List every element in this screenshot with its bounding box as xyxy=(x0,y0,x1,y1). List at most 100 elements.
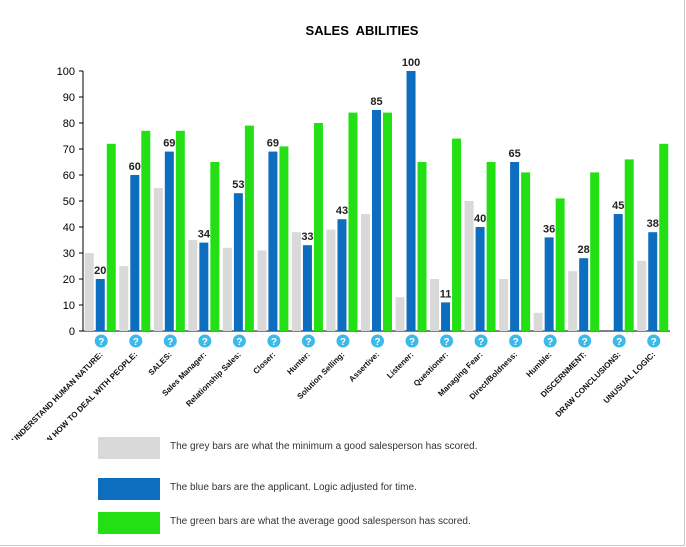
help-question-mark[interactable]: ? xyxy=(582,337,588,348)
category-label: Questioner: xyxy=(412,350,450,388)
legend-item-grey: The grey bars are what the minimum a goo… xyxy=(98,437,658,459)
bar-grey xyxy=(222,247,232,331)
help-circle-icon[interactable] xyxy=(267,334,281,348)
bar-value-label: 100 xyxy=(402,57,420,69)
bar-green xyxy=(383,112,392,331)
y-tick-label: 80 xyxy=(63,118,75,130)
bar-green xyxy=(486,162,496,331)
bar-grey xyxy=(430,279,440,331)
help-circle-icon[interactable] xyxy=(474,334,488,348)
bar-blue xyxy=(579,258,589,331)
bar-green xyxy=(141,130,151,331)
bar-green xyxy=(175,130,185,331)
help-marker[interactable]: ? xyxy=(198,334,212,349)
bar-value-label: 45 xyxy=(612,200,624,212)
y-tick-label: 10 xyxy=(63,300,75,312)
help-question-mark[interactable]: ? xyxy=(202,337,208,348)
bar-blue xyxy=(130,175,140,331)
y-tick-label: 50 xyxy=(63,196,75,208)
legend-swatch-green xyxy=(98,512,160,534)
help-question-mark[interactable]: ? xyxy=(236,337,242,348)
help-marker[interactable]: ? xyxy=(543,334,557,349)
category-label: Hunter: xyxy=(285,350,311,376)
help-circle-icon[interactable] xyxy=(440,334,454,348)
help-circle-icon[interactable] xyxy=(232,334,246,348)
help-question-mark[interactable]: ? xyxy=(98,337,104,348)
bar-blue xyxy=(337,219,347,331)
bar-green xyxy=(555,198,565,331)
help-marker[interactable]: ? xyxy=(440,334,454,349)
bar-value-label: 36 xyxy=(543,223,555,235)
bar-blue xyxy=(648,232,658,331)
help-circle-icon[interactable] xyxy=(543,334,557,348)
help-circle-icon[interactable] xyxy=(163,334,177,348)
bar-value-label: 11 xyxy=(440,288,452,300)
help-marker[interactable]: ? xyxy=(129,334,143,349)
help-question-mark[interactable]: ? xyxy=(167,337,173,348)
help-markers[interactable]: ????????????????? xyxy=(94,334,661,349)
bar-green xyxy=(313,123,323,331)
help-marker[interactable]: ? xyxy=(578,334,592,349)
help-question-mark[interactable]: ? xyxy=(340,337,346,348)
bar-grey xyxy=(153,188,163,331)
help-marker[interactable]: ? xyxy=(301,334,315,349)
help-question-mark[interactable]: ? xyxy=(651,337,657,348)
help-question-mark[interactable]: ? xyxy=(616,337,622,348)
help-circle-icon[interactable] xyxy=(509,334,523,348)
help-question-mark[interactable]: ? xyxy=(271,337,277,348)
bar-grey xyxy=(257,250,267,331)
help-marker[interactable]: ? xyxy=(509,334,523,349)
category-label: Assertive: xyxy=(347,350,381,384)
bar-green xyxy=(521,172,531,331)
help-marker[interactable]: ? xyxy=(647,334,661,349)
help-question-mark[interactable]: ? xyxy=(133,337,139,348)
y-tick-label: 100 xyxy=(57,66,75,78)
help-circle-icon[interactable] xyxy=(405,334,419,348)
help-circle-icon[interactable] xyxy=(129,334,143,348)
y-tick-label: 30 xyxy=(63,248,75,260)
help-marker[interactable]: ? xyxy=(371,334,384,349)
bar-green xyxy=(210,162,220,331)
help-marker[interactable]: ? xyxy=(474,334,488,349)
help-circle-icon[interactable] xyxy=(94,334,108,348)
bar-grey xyxy=(326,229,336,331)
help-marker[interactable]: ? xyxy=(336,334,350,349)
bar-grey xyxy=(291,232,301,331)
help-marker[interactable]: ? xyxy=(405,334,419,349)
help-circle-icon[interactable] xyxy=(578,334,592,348)
help-marker[interactable]: ? xyxy=(232,334,246,349)
bar-green xyxy=(659,143,669,331)
bar-value-label: 43 xyxy=(336,205,348,217)
value-labels: 20 60 69 34 53 69 33 43 85 100 11 40 65 36 28 45 38 xyxy=(94,57,659,300)
help-marker[interactable]: ? xyxy=(612,334,626,349)
bar-blue xyxy=(441,302,451,331)
bar-value-label: 40 xyxy=(474,213,486,225)
help-question-mark[interactable]: ? xyxy=(374,337,380,348)
help-marker[interactable]: ? xyxy=(94,334,108,349)
help-question-mark[interactable]: ? xyxy=(305,337,311,348)
help-circle-icon[interactable] xyxy=(647,334,661,348)
help-question-mark[interactable]: ? xyxy=(513,337,519,348)
bar-value-label: 38 xyxy=(647,218,659,230)
legend-item-green: The green bars are what the average good… xyxy=(98,512,658,534)
bar-value-label: 28 xyxy=(578,244,590,256)
help-question-mark[interactable]: ? xyxy=(478,337,484,348)
help-circle-icon[interactable] xyxy=(336,334,350,348)
help-circle-icon[interactable] xyxy=(198,334,212,348)
legend-swatch-blue xyxy=(98,478,160,500)
help-marker[interactable]: ? xyxy=(163,334,177,349)
help-question-mark[interactable]: ? xyxy=(547,337,553,348)
help-circle-icon[interactable] xyxy=(371,334,384,348)
bar-blue xyxy=(199,242,209,331)
bar-green xyxy=(106,143,116,331)
legend-label-blue: The blue bars are the applicant. Logic a… xyxy=(170,482,417,493)
help-question-mark[interactable]: ? xyxy=(444,337,450,348)
help-circle-icon[interactable] xyxy=(301,334,315,348)
help-question-mark[interactable]: ? xyxy=(409,337,415,348)
bar-value-label: 60 xyxy=(129,161,141,173)
y-tick-label: 70 xyxy=(63,144,75,156)
chart-title: SALES ABILITIES xyxy=(306,23,419,38)
help-circle-icon[interactable] xyxy=(612,334,626,348)
help-marker[interactable]: ? xyxy=(267,334,281,349)
